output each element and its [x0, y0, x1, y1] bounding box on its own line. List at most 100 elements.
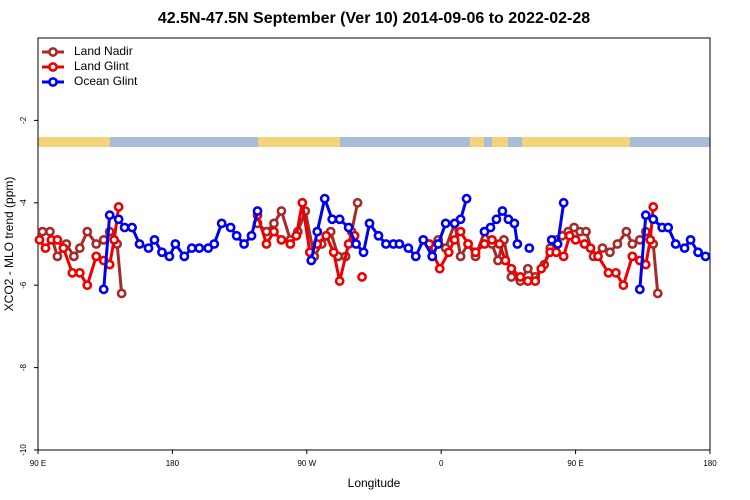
point [343, 239, 354, 249]
point [497, 206, 508, 216]
point [170, 239, 181, 249]
legend-marker [48, 77, 58, 87]
point [34, 234, 45, 245]
point [291, 230, 302, 241]
point [640, 210, 651, 221]
point [627, 239, 638, 249]
point [621, 226, 632, 237]
point [515, 272, 526, 282]
point [334, 214, 345, 225]
point [663, 222, 674, 233]
point [455, 226, 466, 237]
point [306, 255, 317, 266]
point [194, 243, 205, 254]
point [524, 243, 535, 254]
point [297, 197, 308, 208]
point [82, 226, 93, 237]
point [558, 197, 569, 208]
point [403, 243, 414, 254]
point [552, 239, 563, 249]
point [485, 222, 496, 233]
point [570, 234, 581, 245]
point [440, 218, 451, 229]
point [679, 243, 690, 254]
point [134, 239, 145, 249]
point [209, 239, 220, 249]
point [522, 263, 533, 274]
point [82, 280, 93, 291]
point [113, 214, 124, 225]
point [37, 226, 48, 237]
point [269, 218, 279, 229]
point [612, 239, 623, 249]
point [449, 234, 460, 245]
point [91, 251, 102, 262]
point [648, 202, 659, 212]
point [700, 251, 711, 262]
y-tick-label: -8 [19, 363, 28, 371]
point [597, 243, 608, 254]
point [493, 255, 503, 266]
land-ocean-strip [38, 137, 710, 147]
x-tick-label: 180 [166, 459, 180, 468]
point [670, 239, 681, 249]
legend-label: Land Nadir [74, 44, 133, 58]
point [157, 247, 167, 258]
point [536, 263, 547, 274]
y-tick-label: -4 [19, 199, 28, 207]
y-tick-label: -10 [19, 444, 28, 456]
point [522, 276, 533, 286]
point [512, 239, 523, 249]
chart-title: 42.5N-47.5N September (Ver 10) 2014-09-0… [158, 10, 590, 27]
legend-label: Ocean Glint [74, 74, 138, 88]
point [506, 263, 517, 274]
point [276, 234, 287, 245]
point [461, 193, 472, 204]
point [551, 247, 562, 258]
point [343, 222, 354, 233]
point [585, 243, 596, 254]
point [312, 226, 323, 237]
point [455, 214, 466, 225]
point [455, 251, 466, 262]
point [509, 218, 520, 229]
x-tick-label: 90 E [30, 459, 46, 468]
point [645, 234, 656, 245]
point [530, 276, 541, 286]
point [109, 234, 120, 245]
point [261, 239, 272, 249]
point [328, 247, 339, 258]
y-tick-label: -2 [19, 116, 28, 124]
point [127, 222, 137, 233]
x-axis-label: Longitude [348, 476, 401, 490]
point [276, 206, 287, 216]
point [470, 247, 481, 258]
point [91, 239, 102, 249]
point [252, 206, 263, 216]
point [119, 222, 130, 233]
point [581, 226, 591, 237]
point [479, 239, 490, 249]
point [693, 247, 703, 258]
x-tick-label: 90 W [297, 459, 316, 468]
point [246, 230, 257, 241]
point [231, 230, 242, 241]
point [40, 243, 51, 254]
point [68, 251, 79, 262]
point [67, 267, 78, 278]
point [381, 239, 391, 249]
point [104, 210, 115, 221]
y-tick-label: -6 [19, 281, 28, 289]
point [463, 239, 473, 249]
point [491, 214, 502, 225]
point [327, 214, 338, 225]
point [74, 267, 85, 278]
point [116, 288, 127, 299]
x-tick-label: 0 [439, 459, 444, 468]
point [98, 284, 109, 295]
y-axis-label: XCO2 - MLO trend (ppm) [2, 177, 16, 312]
point [45, 226, 55, 237]
point [394, 239, 405, 249]
point [321, 230, 332, 241]
point [225, 222, 236, 233]
